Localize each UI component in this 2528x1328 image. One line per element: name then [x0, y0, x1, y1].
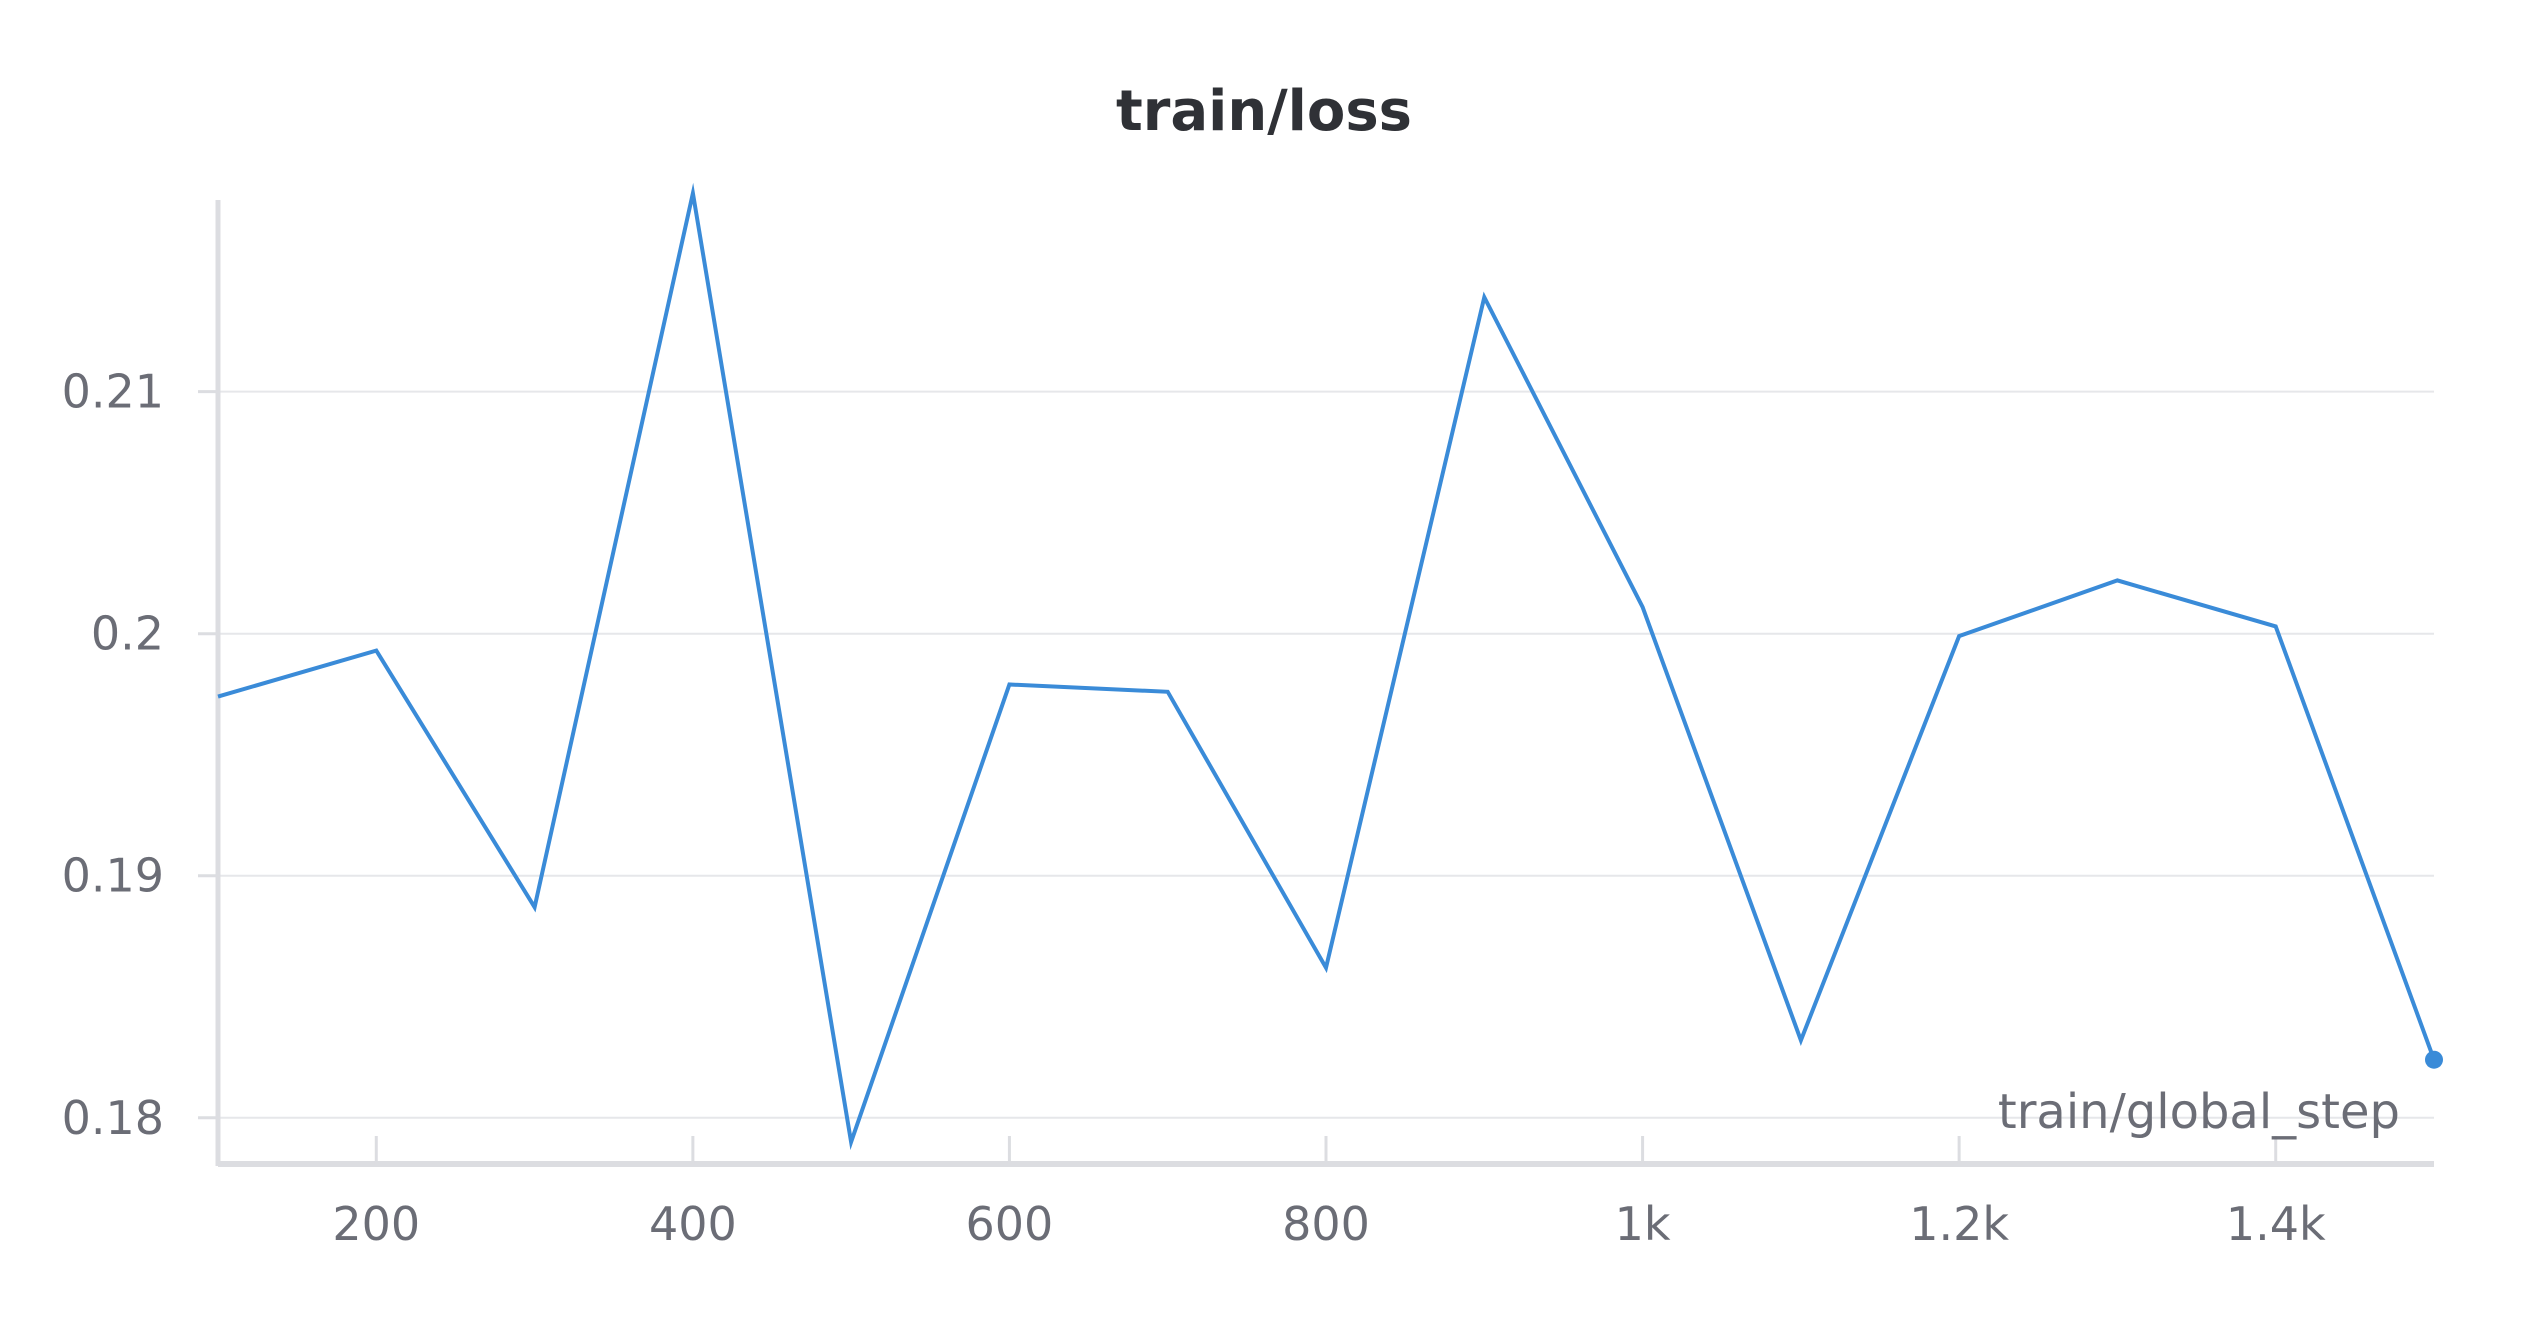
- x-axis-title: train/global_step: [1998, 1084, 2400, 1140]
- y-tick-label: 0.2: [91, 607, 164, 661]
- x-tick-label: 200: [332, 1197, 420, 1251]
- x-tick-label: 600: [966, 1197, 1054, 1251]
- y-tick-label: 0.18: [62, 1091, 164, 1145]
- grid-lines: [218, 390, 2434, 1119]
- axes: [198, 200, 2434, 1167]
- x-tick-label: 400: [649, 1197, 737, 1251]
- chart-title: train/loss: [1116, 79, 1412, 144]
- series-layer: [217, 182, 2443, 1151]
- x-tick-label: 1.2k: [1909, 1197, 2009, 1251]
- x-tick-label: 1k: [1615, 1197, 1671, 1251]
- last-data-point: [2425, 1050, 2443, 1069]
- tick-labels: 0.18 0.19 0.2 0.21 200 400 600 800 1k 1.2k 1.4k: [62, 365, 2326, 1251]
- x-tick-label: 1.4k: [2226, 1197, 2326, 1251]
- series-line: [217, 182, 2436, 1151]
- y-tick-label: 0.21: [62, 365, 164, 419]
- x-tick-label: 800: [1282, 1197, 1370, 1251]
- y-tick-label: 0.19: [62, 849, 164, 903]
